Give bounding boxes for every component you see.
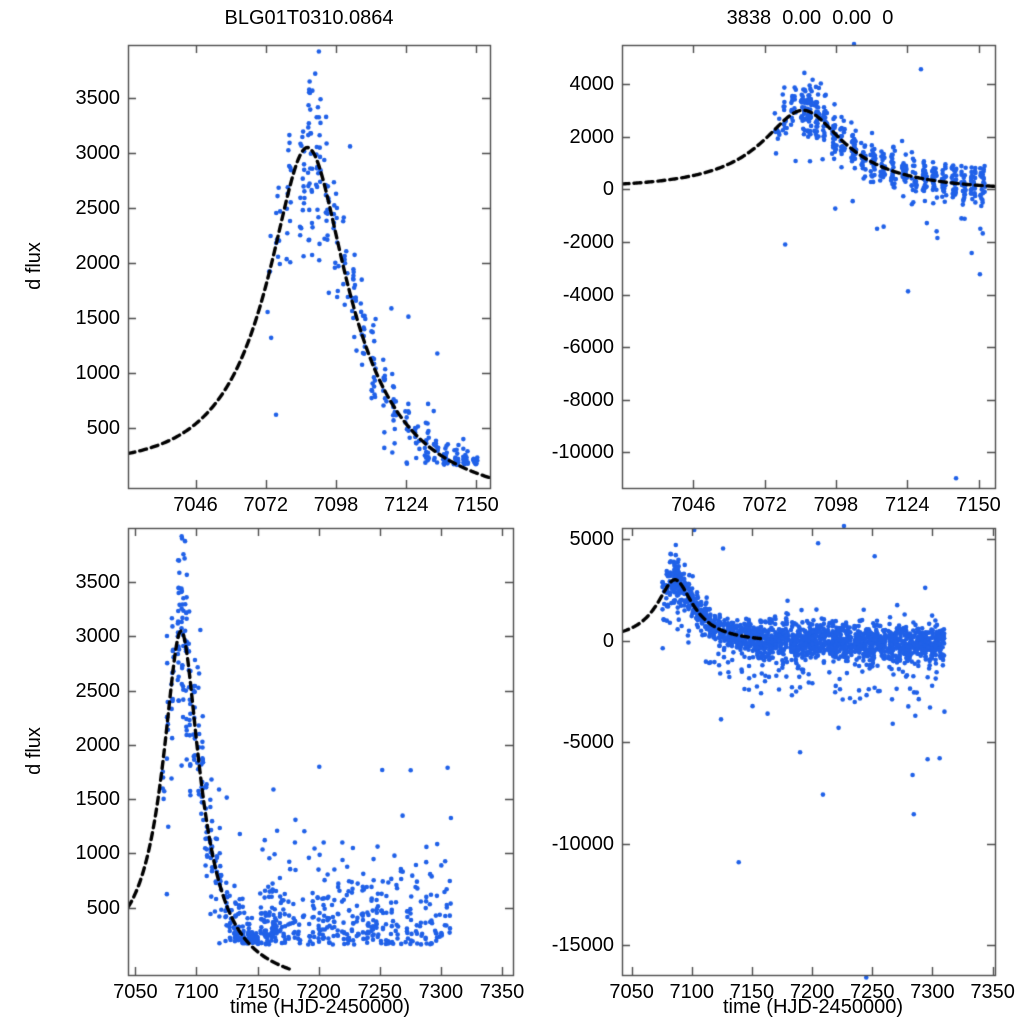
y-tick-label: -2000 (562, 230, 614, 253)
y-tick-label: 0 (602, 629, 614, 652)
y-tick-label: -8000 (562, 388, 614, 411)
x-tick-label: 7200 (296, 981, 341, 1003)
y-tick-label: -5000 (562, 731, 614, 754)
x-tick-label: 7046 (173, 494, 218, 516)
x-tick-label: 7100 (669, 981, 715, 1003)
y-tick-label: 1000 (75, 842, 121, 865)
y-tick-label: 1500 (75, 788, 121, 811)
panel-title-top-right: 3838 0.00 0.00 0 (726, 7, 894, 29)
y-tick-label: 3000 (75, 625, 121, 648)
x-tick-label: 7100 (174, 981, 219, 1003)
y-tick-label: 2500 (75, 679, 121, 702)
y-tick-label: 0 (602, 178, 614, 201)
x-tick-label: 7050 (609, 981, 654, 1003)
y-tick-label: 500 (86, 896, 120, 919)
x-tick-label: 7072 (742, 494, 787, 516)
y-tick-label: 2000 (75, 733, 121, 756)
y-tick-label: -15000 (551, 933, 614, 956)
x-tick-label: 7300 (418, 981, 464, 1003)
x-tick-label: 7124 (384, 494, 429, 516)
y-tick-label: -10000 (551, 832, 614, 855)
y-tick-label: -4000 (562, 283, 614, 306)
x-tick-label: 7250 (850, 981, 895, 1003)
y-tick-label: 500 (86, 417, 120, 440)
x-tick-label: 7072 (243, 494, 289, 516)
x-tick-label: 7200 (789, 981, 835, 1003)
x-axis-label-bottom-right: time (HJD-2450000) (722, 996, 904, 1018)
x-tick-label: 7098 (813, 494, 859, 516)
y-tick-label: 1000 (75, 362, 121, 385)
x-tick-label: 7350 (479, 981, 525, 1003)
y-tick-label: 5000 (569, 528, 615, 551)
x-tick-label: 7250 (357, 981, 403, 1003)
x-tick-label: 7098 (313, 494, 359, 516)
y-tick-label: 1500 (75, 307, 121, 330)
y-tick-label: 2000 (75, 252, 121, 275)
x-tick-label: 7300 (910, 981, 955, 1003)
x-axis-label-bottom-left: time (HJD-2450000) (229, 996, 411, 1018)
y-tick-label: -10000 (551, 441, 614, 464)
y-tick-label: 3500 (75, 86, 121, 109)
x-tick-label: 7150 (454, 494, 499, 516)
x-tick-label: 7150 (235, 981, 280, 1003)
y-tick-label: 2500 (75, 197, 121, 220)
y-tick-label: 2000 (569, 125, 615, 148)
y-tick-label: 3000 (75, 141, 121, 164)
x-tick-label: 7150 (729, 981, 775, 1003)
y-tick-label: 3500 (75, 571, 121, 594)
y-tick-label: -6000 (562, 336, 614, 359)
panel-title-top-left: BLG01T0310.0864 (224, 7, 394, 29)
x-tick-label: 7124 (884, 494, 930, 516)
x-tick-label: 7350 (970, 981, 1015, 1003)
x-tick-label: 7050 (113, 981, 158, 1003)
x-tick-label: 7046 (671, 494, 716, 516)
y-tick-label: 4000 (569, 72, 615, 95)
x-tick-label: 7150 (956, 494, 1001, 516)
